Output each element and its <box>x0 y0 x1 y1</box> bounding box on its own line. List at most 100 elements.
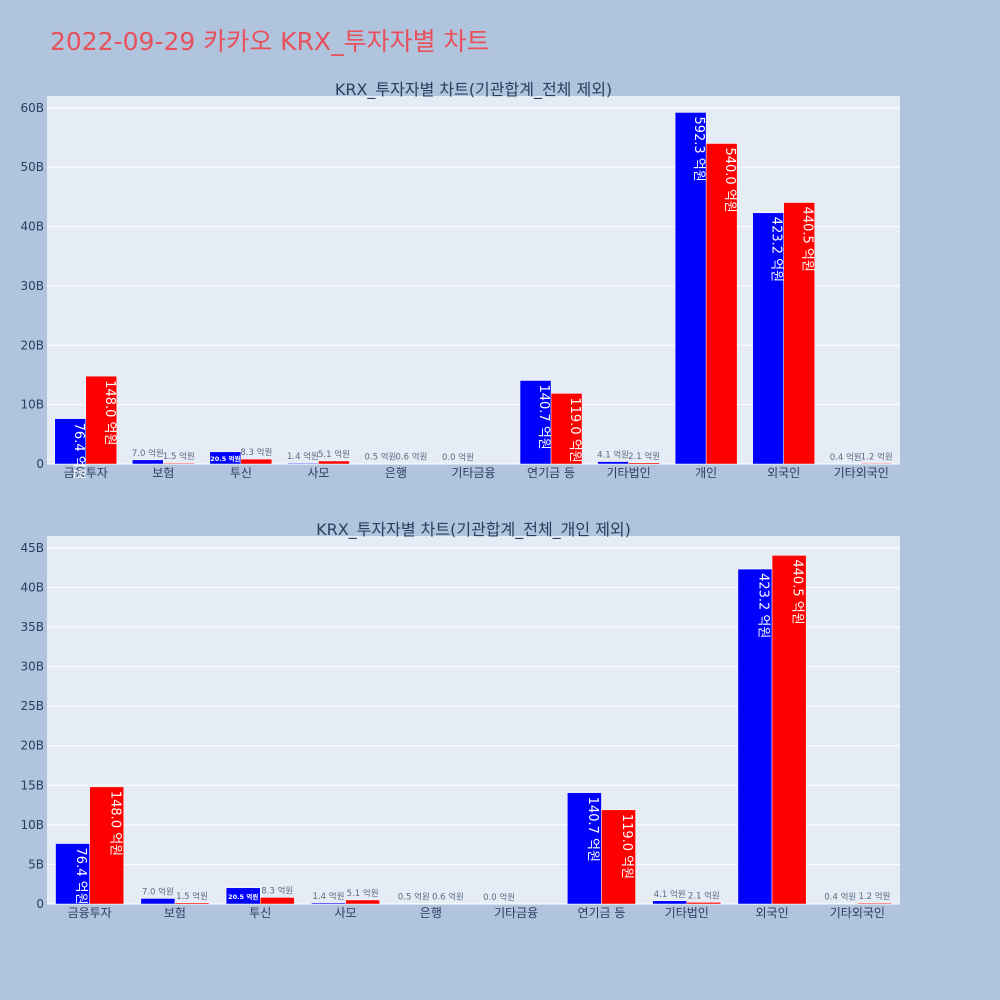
bar <box>209 451 242 465</box>
bar-value-label: 0.0 억원 <box>483 892 515 903</box>
bar-value-label: 148.0 억원 <box>102 380 117 445</box>
y-tick-label: 45B <box>20 541 44 555</box>
bar-value-label: 0.6 억원 <box>396 452 428 463</box>
chart-title: KRX_투자자별 차트(기관합계_전체_개인 제외) <box>316 520 631 540</box>
bar-value-label: 140.7 억원 <box>585 797 600 862</box>
bar <box>85 375 118 465</box>
y-tick-label: 10B <box>20 818 44 832</box>
page-title: 2022-09-29 카카오 KRX_투자자별 차트 <box>50 27 490 56</box>
bar <box>345 899 380 905</box>
y-tick-label: 50B <box>20 160 44 174</box>
x-tick-label: 보험 <box>152 466 174 480</box>
bar-value-label: 423.2 억원 <box>756 573 771 638</box>
bar-value-label: 1.5 억원 <box>176 891 208 902</box>
bar-value-label: 1.2 억원 <box>858 891 890 902</box>
chart-title: KRX_투자자별 차트(기관합계_전체 제외) <box>335 80 612 100</box>
bar <box>752 212 784 465</box>
x-tick-label: 기타법인 <box>607 466 651 480</box>
bar-value-label: 0.6 억원 <box>432 892 464 903</box>
bar <box>567 792 602 905</box>
y-tick-label: 40B <box>20 580 44 594</box>
bar-value-label: 140.7 억원 <box>536 384 551 449</box>
y-tick-label: 40B <box>20 220 44 234</box>
bar-value-label: 119.0 억원 <box>619 814 634 879</box>
bar <box>652 900 688 905</box>
bar-value-label: 2.1 억원 <box>628 451 660 462</box>
bar <box>260 897 295 905</box>
bar-value-label: 1.4 억원 <box>313 891 345 902</box>
bar <box>628 462 660 465</box>
bar-value-label: 592.3 억원 <box>691 116 706 181</box>
bar <box>550 393 583 465</box>
bar <box>163 462 195 465</box>
bar-value-label: 76.4 억원 <box>71 423 86 480</box>
bar-value-label: 0.5 억원 <box>365 452 397 463</box>
bar <box>311 902 346 905</box>
bar-value-label: 4.1 억원 <box>597 450 629 461</box>
bar-value-label: 8.3 억원 <box>240 447 272 458</box>
x-tick-label: 외국인 <box>755 906 788 920</box>
bar-value-label: 423.2 억원 <box>769 217 784 282</box>
bar-value-label: 1.5 억원 <box>163 451 195 462</box>
bar <box>601 809 636 905</box>
bar-value-label: 5.1 억원 <box>347 888 379 899</box>
bar <box>705 143 738 465</box>
bar <box>860 463 893 465</box>
bar <box>132 459 164 465</box>
x-tick-label: 보험 <box>164 906 186 920</box>
bar <box>318 460 350 465</box>
x-tick-label: 기타외국인 <box>834 466 889 480</box>
chart-bottom: 0 5B 10B 15B 20B 25B 30B 35B 40B 45B KRX_투자자별 차트(기… <box>20 520 900 920</box>
y-tick-label: 10B <box>20 398 44 412</box>
x-tick-label: 기타법인 <box>665 906 709 920</box>
x-tick-label: 외국인 <box>767 466 800 480</box>
chart-top: 0 10B 20B 30B 40B 50B 60B KRX_투자자별 차트(기관합계_전체 제… <box>20 80 900 480</box>
bar-value-label: 0.0 억원 <box>442 452 474 463</box>
bar-value-label: 7.0 억원 <box>142 886 174 897</box>
x-tick-label: 은행 <box>420 905 442 920</box>
bar-value-label: 4.1 억원 <box>654 889 686 900</box>
bar <box>140 898 176 905</box>
x-tick-label: 연기금 등 <box>527 466 575 480</box>
y-tick-label: 0 <box>36 457 44 471</box>
bar <box>686 902 722 905</box>
bar-value-label: 76.4 억원 <box>73 848 88 905</box>
y-tick-label: 20B <box>20 338 44 352</box>
bar-value-label: 0.5 억원 <box>398 892 430 903</box>
bar-value-label: 440.5 억원 <box>790 559 805 624</box>
y-tick-label: 35B <box>20 620 44 634</box>
x-tick-label: 개인 <box>695 466 717 480</box>
x-tick-label: 기타금융 <box>451 466 495 480</box>
bar <box>287 462 319 465</box>
y-tick-label: 25B <box>20 699 44 713</box>
bar <box>857 902 892 905</box>
bar-value-label: 1.2 억원 <box>861 451 893 462</box>
x-tick-label: 은행 <box>385 465 407 480</box>
bar <box>55 843 90 905</box>
bar-value-label: 440.5 억원 <box>800 207 815 272</box>
x-tick-label: 사모 <box>335 906 357 920</box>
bar <box>519 380 552 465</box>
x-tick-label: 투신 <box>249 906 271 920</box>
x-tick-label: 금융투자 <box>68 906 112 920</box>
y-tick-label: 30B <box>20 660 44 674</box>
x-tick-label: 사모 <box>307 466 329 480</box>
bar <box>783 202 815 465</box>
bar <box>89 786 125 905</box>
x-tick-label: 연기금 등 <box>577 906 625 920</box>
bar <box>597 461 629 465</box>
y-tick-label: 30B <box>20 279 44 293</box>
bar-value-label: 148.0 억원 <box>107 791 122 856</box>
bar-value-label: 8.3 억원 <box>261 885 293 896</box>
bar-value-label: 1.4 억원 <box>287 451 319 462</box>
y-tick-label: 20B <box>20 739 44 753</box>
bar-value-label: 20.5 억원 <box>228 892 258 901</box>
y-tick-label: 5B <box>28 857 44 871</box>
y-tick-label: 15B <box>20 778 44 792</box>
x-tick-label: 기타외국인 <box>830 906 885 920</box>
bar-value-label: 119.0 억원 <box>567 397 582 462</box>
bar <box>771 555 807 905</box>
bar-value-label: 7.0 억원 <box>132 448 164 459</box>
x-tick-label: 금융투자 <box>64 466 108 480</box>
